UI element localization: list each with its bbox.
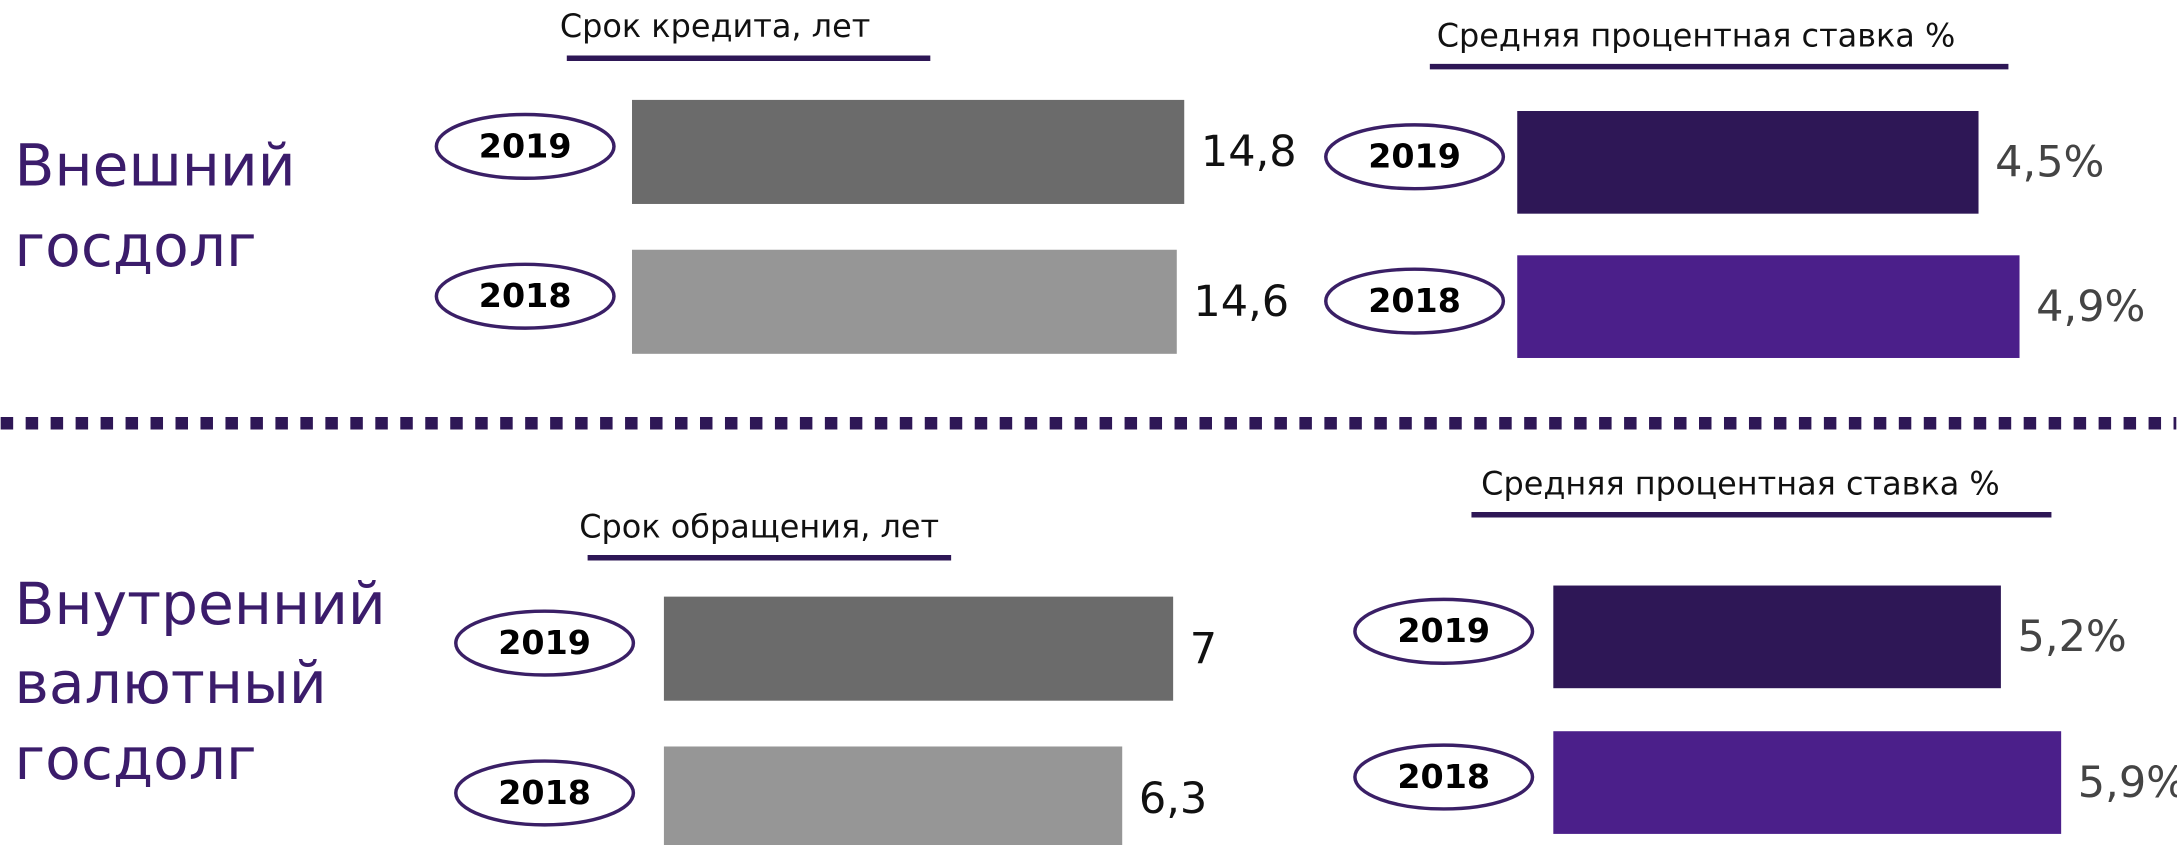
value-label: 5,2% — [2018, 612, 2127, 662]
bar — [1517, 255, 2020, 358]
section-label: Внешний — [15, 131, 296, 199]
year-label: 2018 — [498, 773, 591, 812]
year-badge — [454, 609, 636, 677]
value-label: 7 — [1190, 624, 1217, 674]
bar — [1553, 585, 2001, 689]
section-label: Внутренний — [15, 570, 386, 638]
section-label: госдолг — [15, 725, 257, 793]
value-label: 4,5% — [1995, 138, 2104, 188]
year-badge — [1324, 267, 1506, 335]
value-label: 5,9% — [2078, 758, 2177, 808]
bar — [663, 596, 1174, 701]
chart-title: Срок кредита, лет — [560, 7, 870, 45]
year-label: 2018 — [1397, 757, 1490, 796]
bar — [632, 99, 1185, 204]
year-badge — [1353, 743, 1535, 811]
year-badge — [434, 112, 616, 181]
section-label: валютный — [15, 649, 327, 717]
chart-title: Срок обращения, лет — [579, 508, 939, 546]
bar — [632, 249, 1177, 354]
year-label: 2019 — [1368, 137, 1461, 176]
chart-title: Средняя процентная ставка % — [1481, 465, 2000, 503]
value-label: 4,9% — [2036, 282, 2145, 332]
value-label: 6,3 — [1139, 774, 1207, 824]
year-badge — [1324, 123, 1506, 191]
year-label: 2019 — [1397, 611, 1490, 650]
value-label: 14,6 — [1193, 277, 1289, 327]
section-label: госдолг — [15, 212, 257, 280]
year-label: 2018 — [1368, 281, 1461, 320]
bar — [663, 746, 1123, 845]
value-label: 14,8 — [1201, 127, 1297, 177]
bar — [1553, 731, 2062, 834]
year-label: 2019 — [479, 126, 572, 165]
year-badge — [1353, 597, 1535, 665]
chart-title: Средняя процентная ставка % — [1437, 16, 1956, 54]
bar — [1517, 111, 1979, 214]
year-label: 2019 — [498, 623, 591, 662]
year-badge — [454, 759, 636, 827]
year-label: 2018 — [479, 276, 572, 315]
year-badge — [434, 262, 616, 330]
